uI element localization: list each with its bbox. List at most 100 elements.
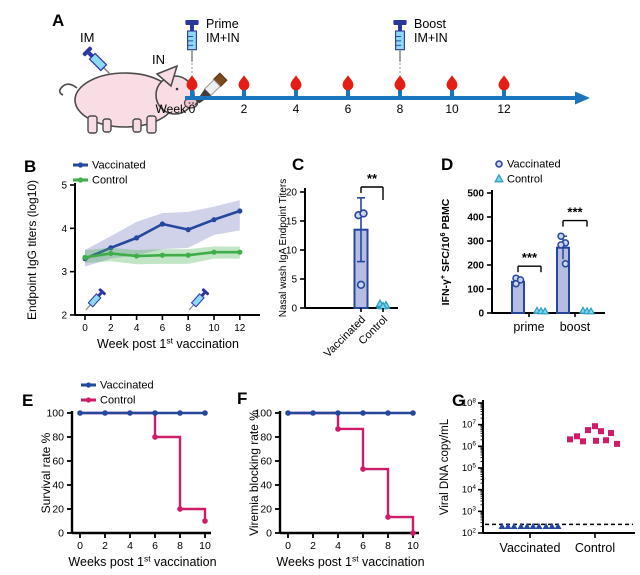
in-label: IN bbox=[152, 52, 165, 67]
vaccinated-curve bbox=[77, 410, 208, 416]
panel-g-dna-chart-canvas: 102 103 104 105 106 107 108 Viral DNA copy/mL Va… bbox=[439, 397, 635, 555]
blood-drop-icon bbox=[238, 75, 250, 91]
y-tick-label: 106 bbox=[462, 441, 477, 453]
legend-label: Vaccinated bbox=[100, 380, 154, 392]
panel-label-b: B bbox=[24, 157, 37, 176]
axes: 2 3 4 5 0 2 4 6 8 10 12 bbox=[61, 181, 260, 334]
label: 2 bbox=[310, 540, 316, 552]
syringe-icon bbox=[393, 20, 407, 62]
panel-label-d: D bbox=[441, 155, 454, 174]
panel-b-igg-chart-canvas: 2 3 4 5 0 2 4 6 8 10 12 Endpoint IgG titers (log10)… bbox=[25, 160, 260, 351]
label: 6 bbox=[152, 540, 158, 552]
category-label: Control bbox=[575, 541, 615, 555]
label: 0 bbox=[291, 304, 297, 315]
label: 40 bbox=[260, 480, 272, 492]
label: 12 bbox=[234, 323, 246, 334]
significance-boost: *** bbox=[562, 205, 588, 227]
blood-drop-icon bbox=[342, 75, 354, 91]
vaccinated-curve bbox=[285, 410, 416, 416]
label: 500 bbox=[467, 189, 484, 200]
significance-stars: ** bbox=[367, 171, 378, 186]
axes: 0 5 10 15 20 bbox=[286, 188, 398, 315]
week-tick-label: 12 bbox=[497, 102, 511, 116]
boost-label: IM+IN bbox=[414, 31, 448, 45]
label: 100 bbox=[467, 285, 484, 296]
y-axis-title: IFN-γ+ SFC/106 PBMC bbox=[439, 198, 452, 305]
label: 2 bbox=[108, 323, 114, 334]
label: 200 bbox=[467, 261, 484, 272]
label: 10 bbox=[286, 246, 298, 257]
label: 0 bbox=[285, 540, 291, 552]
control-curve bbox=[80, 411, 208, 524]
label: 8 bbox=[385, 540, 391, 552]
legend-label: Vaccinated bbox=[507, 159, 561, 171]
label: 6 bbox=[360, 540, 366, 552]
legend: Vaccinated Control bbox=[73, 160, 146, 187]
control-curve bbox=[288, 411, 416, 536]
blood-drop-icon bbox=[394, 75, 406, 91]
blood-drop-icon bbox=[186, 75, 198, 91]
significance-stars: *** bbox=[522, 250, 538, 265]
im-label: IM bbox=[80, 30, 94, 45]
label: 100 bbox=[46, 408, 64, 420]
label: 10 bbox=[199, 540, 211, 552]
panel-label-g: G bbox=[452, 391, 466, 410]
series-vaccinated bbox=[82, 200, 243, 267]
label: 10 bbox=[208, 323, 220, 334]
label: 300 bbox=[467, 237, 484, 248]
week-tick-label: 2 bbox=[241, 102, 248, 116]
panel-label-a: A bbox=[52, 11, 65, 30]
label: 8 bbox=[177, 540, 183, 552]
label: 100 bbox=[254, 408, 272, 420]
panel-label-e: E bbox=[22, 391, 34, 410]
label: 0 bbox=[478, 309, 484, 320]
axes: 102 103 104 105 106 107 108 bbox=[462, 397, 635, 539]
axes: 0 100 200 300 400 500 bbox=[467, 189, 605, 320]
label: 60 bbox=[52, 456, 64, 468]
label: 0 bbox=[77, 540, 83, 552]
axes: 0 20 40 60 80 100 0 2 4 6 8 10 bbox=[46, 408, 211, 552]
label: 400 bbox=[467, 213, 484, 224]
syringe-icon bbox=[85, 288, 106, 311]
panel-label-c: C bbox=[292, 155, 305, 174]
syringe-icon bbox=[188, 288, 210, 311]
y-axis-title: Viral DNA copy/mL bbox=[439, 418, 451, 515]
legend-label: Vaccinated bbox=[92, 160, 146, 172]
legend-label: Control bbox=[507, 174, 542, 186]
legend-label: Control bbox=[100, 395, 135, 407]
x-axis-title: Weeks post 1st vaccination bbox=[68, 553, 216, 569]
syringe-icon bbox=[185, 20, 199, 62]
label: 4 bbox=[335, 540, 341, 552]
week-tick-label: 6 bbox=[345, 102, 352, 116]
timeline-axis: 0 2 4 6 8 10 12 Week bbox=[156, 75, 590, 116]
label: 15 bbox=[286, 217, 298, 228]
significance-prime: *** bbox=[517, 250, 542, 273]
prime-label: IM+IN bbox=[206, 31, 240, 45]
label: 6 bbox=[160, 323, 166, 334]
label: 60 bbox=[260, 456, 272, 468]
prime-label: Prime bbox=[206, 17, 239, 31]
label: 0 bbox=[82, 323, 88, 334]
blood-drop-icon bbox=[290, 75, 302, 91]
label: 0 bbox=[266, 528, 272, 540]
panel-e-survival-chart-canvas: 0 20 40 60 80 100 0 2 4 6 8 10 Survival rate % Weeks … bbox=[39, 380, 217, 570]
panel-f-viremia-chart-canvas: 0 20 40 60 80 100 0 2 4 6 8 10 Viremia blocking rate… bbox=[247, 408, 425, 570]
label: 3 bbox=[61, 267, 67, 278]
significance-stars: *** bbox=[567, 205, 583, 220]
y-tick-label: 108 bbox=[462, 397, 477, 409]
legend: Vaccinated Control bbox=[81, 380, 154, 407]
label: 20 bbox=[286, 188, 298, 199]
y-tick-label: 104 bbox=[462, 484, 477, 496]
label: 5 bbox=[291, 275, 297, 286]
week-tick-label: 8 bbox=[397, 102, 404, 116]
label: 80 bbox=[52, 432, 64, 444]
label: 4 bbox=[127, 540, 133, 552]
group-label: boost bbox=[560, 320, 591, 334]
panel-d-elispot-chart-canvas: 0 100 200 300 400 500 IFN-γ+ SFC/106 PBMC *** pr… bbox=[439, 159, 605, 334]
category-label: Vaccinated bbox=[500, 541, 561, 555]
bar-control-prime bbox=[532, 306, 550, 315]
series-control bbox=[82, 246, 243, 265]
